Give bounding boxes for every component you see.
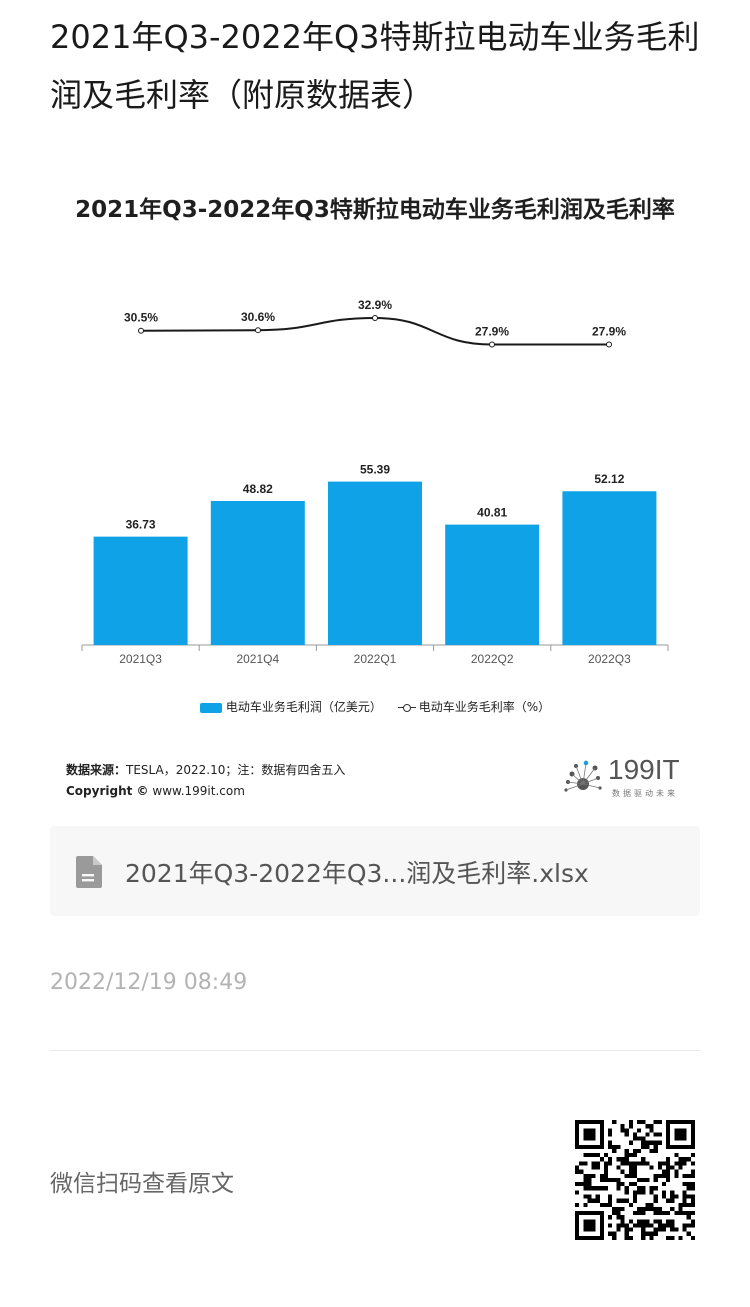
bar-value-label: 48.82	[243, 482, 273, 496]
chart-image: 2021年Q3-2022年Q3特斯拉电动车业务毛利润及毛利率 36.73 2021…	[0, 180, 750, 800]
chart-source: 数据来源：TESLA，2022.10；注：数据有四舍五入 Copyright ©…	[66, 760, 345, 802]
chart-legend: 电动车业务毛利润（亿美元） 电动车业务毛利率（%）	[0, 698, 750, 715]
divider	[50, 1050, 700, 1051]
copyright-url: www.199it.com	[152, 784, 245, 798]
brand-name: 199IT	[608, 754, 680, 785]
rate-point	[255, 327, 261, 334]
bar-value-label: 55.39	[360, 463, 390, 477]
page-title: 2021年Q3-2022年Q3特斯拉电动车业务毛利润及毛利率（附原数据表）	[50, 18, 700, 114]
source-text: TESLA，2022.10；注：数据有四舍五入	[126, 763, 346, 777]
x-tick-label: 2021Q3	[119, 652, 162, 666]
bar-value-label: 40.81	[477, 506, 507, 520]
legend-line-marker	[397, 703, 416, 713]
bar-value-label: 36.73	[126, 518, 156, 532]
rate-line	[140, 316, 609, 346]
x-tick-label: 2022Q3	[588, 652, 631, 666]
brand-logo-icon	[564, 760, 602, 792]
document-icon	[76, 856, 102, 888]
rate-value-label: 27.9%	[592, 325, 626, 339]
x-tick-label: 2022Q1	[354, 652, 397, 666]
bar-value-label: 52.12	[594, 472, 624, 486]
x-tick-label: 2021Q4	[236, 652, 279, 666]
brand-logo: 199IT 数据驱动未来	[560, 754, 700, 802]
bar-2022Q3	[562, 491, 657, 645]
publish-timestamp: 2022/12/19 08:49	[50, 970, 248, 995]
rate-point	[372, 315, 378, 321]
x-tick-label: 2022Q2	[471, 652, 514, 666]
bar-2022Q2	[445, 524, 540, 645]
chart-svg: 36.73 2021Q3 48.82 2021Q4 55.39 2022Q1 40.81 20…	[81, 298, 669, 666]
bar-2021Q3	[93, 536, 188, 645]
rate-value-label: 27.9%	[475, 325, 509, 339]
rate-point	[489, 341, 495, 348]
attachment-file-name[interactable]: 2021年Q3-2022年Q3...润及毛利率.xlsx	[125, 859, 589, 888]
legend-line-label: 电动车业务毛利率（%）	[418, 700, 551, 714]
source-label: 数据来源：	[66, 763, 127, 777]
rate-point	[606, 341, 612, 348]
bar-2022Q1	[328, 481, 422, 645]
brand-slogan: 数据驱动未来	[612, 789, 678, 798]
copyright-label: Copyright ©	[66, 784, 149, 798]
rate-value-label: 30.5%	[124, 311, 158, 325]
legend-bar-swatch	[199, 702, 222, 713]
scan-to-view-label: 微信扫码查看原文	[50, 1171, 234, 1197]
legend-bar-label: 电动车业务毛利润（亿美元）	[225, 700, 382, 714]
rate-value-label: 32.9%	[358, 298, 392, 312]
bar-2021Q4	[210, 500, 305, 645]
attachment-file-card[interactable]: 2021年Q3-2022年Q3...润及毛利率.xlsx	[50, 826, 700, 916]
qr-code-image[interactable]	[575, 1120, 695, 1240]
rate-value-label: 30.6%	[241, 310, 275, 324]
chart-title: 2021年Q3-2022年Q3特斯拉电动车业务毛利润及毛利率	[75, 197, 675, 223]
rate-point	[138, 327, 144, 334]
